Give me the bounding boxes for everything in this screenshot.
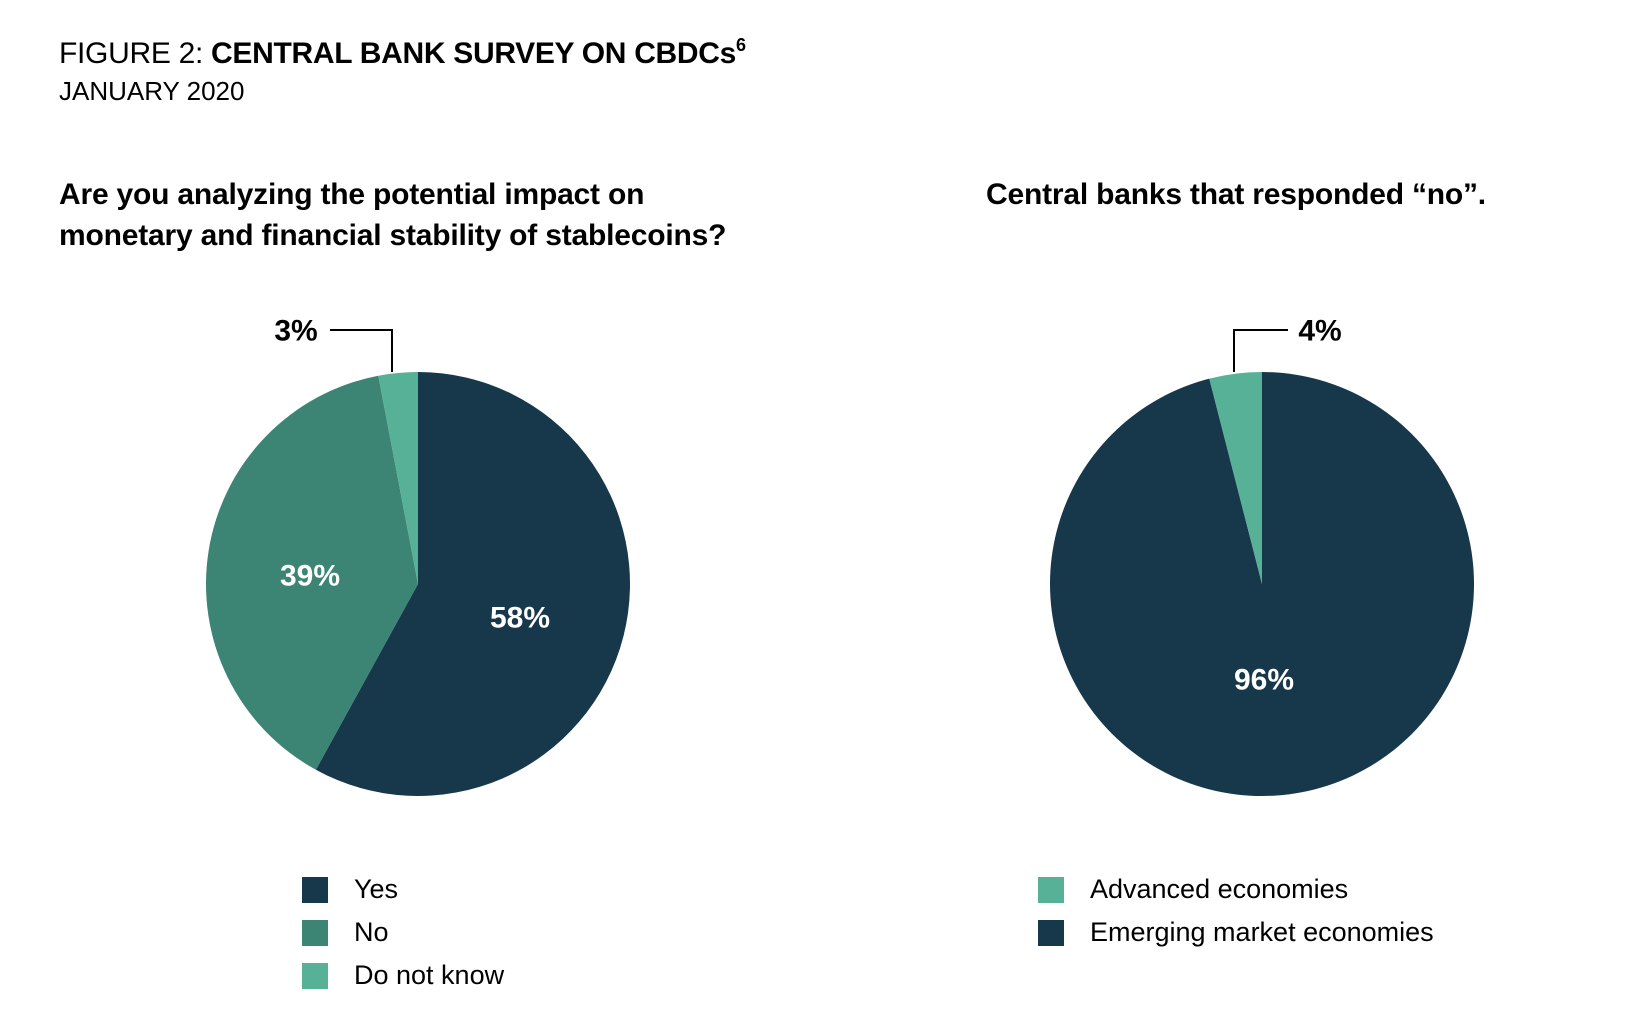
left-legend-label-yes: Yes xyxy=(354,874,399,904)
figure-title: FIGURE 2: CENTRAL BANK SURVEY ON CBDCs6 xyxy=(59,36,746,72)
right-chart-legend: Advanced economies Emerging market econom… xyxy=(1038,868,1434,954)
right-pie-slice-emerging-market-economies xyxy=(1050,372,1475,797)
right-chart-title: Central banks that responded “no”. xyxy=(986,174,1486,215)
left-pie-slice-do-not-know xyxy=(378,372,418,584)
right-data-label-advanced-economies: 4% xyxy=(1298,315,1341,348)
left-chart-title-line-1: Are you analyzing the potential impact o… xyxy=(59,178,645,211)
figure-title-prefix: FIGURE 2: xyxy=(59,37,212,70)
left-legend-item-no: No xyxy=(302,911,504,954)
right-legend-swatch-emerging-market-economies xyxy=(1038,919,1064,946)
right-legend-item-emerging-market-economies: Emerging market economies xyxy=(1038,911,1434,954)
left-data-label-do-not-know: 3% xyxy=(274,315,317,348)
left-legend-label-no: No xyxy=(354,917,389,947)
left-data-label-yes: 58% xyxy=(490,602,550,635)
right-legend-swatch-advanced-economies xyxy=(1038,876,1064,903)
left-data-label-no: 39% xyxy=(280,560,340,593)
right-legend-item-advanced-economies: Advanced economies xyxy=(1038,868,1434,911)
left-leader-line-do-not-know xyxy=(330,329,393,372)
left-chart-title-line-2: monetary and financial stability of stab… xyxy=(59,219,727,252)
right-legend-label-emerging-market-economies: Emerging market economies xyxy=(1090,917,1434,947)
right-legend-label-advanced-economies: Advanced economies xyxy=(1090,874,1349,904)
left-legend-swatch-do-not-know xyxy=(302,962,328,989)
left-legend-item-do-not-know: Do not know xyxy=(302,954,504,997)
left-pie-slice-no xyxy=(206,375,418,770)
pie-chart-no-respondents: 96% 4% xyxy=(1050,315,1475,797)
left-chart-title: Are you analyzing the potential impact o… xyxy=(59,174,726,256)
right-leader-line-advanced-economies xyxy=(1233,329,1288,372)
figure-title-footnote: 6 xyxy=(736,35,746,55)
pie-chart-stablecoin-analysis: 58% 39% 3% xyxy=(206,315,630,797)
left-chart-legend: Yes No Do not know xyxy=(302,868,504,997)
left-legend-swatch-yes xyxy=(302,876,328,903)
right-data-label-emerging-market-economies: 96% xyxy=(1234,664,1294,697)
left-pie-slice-yes xyxy=(315,372,630,797)
right-pie-slice-advanced-economies xyxy=(1209,372,1262,584)
left-legend-swatch-no xyxy=(302,919,328,946)
figure-subtitle: JANUARY 2020 xyxy=(59,76,245,106)
left-legend-label-do-not-know: Do not know xyxy=(354,960,505,990)
figure-title-main: CENTRAL BANK SURVEY ON CBDCs xyxy=(211,37,737,70)
right-chart-title-line-1: Central banks that responded “no”. xyxy=(986,178,1486,211)
left-legend-item-yes: Yes xyxy=(302,868,504,911)
